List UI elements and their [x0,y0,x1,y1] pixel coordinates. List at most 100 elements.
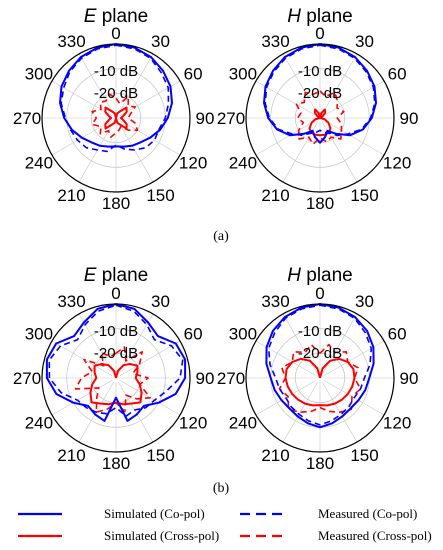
angle-tick-label: 300 [25,325,53,344]
grid-spoke [51,379,113,416]
series-measured-cross-pol [278,343,362,414]
angle-tick-label: 240 [229,154,257,173]
subfigure-label-b: (b) [213,481,230,496]
radial-tick-label: -10 dB [94,323,138,340]
outer-circle [245,303,395,453]
grid-spoke [119,340,181,377]
angle-tick-label: 150 [350,446,378,465]
angle-tick-label: 270 [13,109,41,128]
plot-title: E plane [84,265,148,286]
legend-label-sim-cross: Simulated (Cross-pol) [104,528,219,543]
series-measured-cross-pol [91,93,139,138]
angle-tick-label: 240 [25,154,53,173]
angle-tick-label: 150 [350,186,378,205]
grid-spoke [117,121,154,183]
plot-title-rest: plane [96,6,148,27]
series-measured-co-pol [60,44,170,153]
angle-tick-label: 30 [355,32,374,51]
series-measured-co-pol [48,304,184,417]
angle-tick-label: 60 [184,65,203,84]
angle-tick-label: 60 [388,325,407,344]
angle-tick-label: 0 [111,24,120,43]
plot-title-rest: plane [96,265,148,286]
angle-tick-label: 180 [306,454,334,473]
grid-spoke [117,381,154,443]
plot-title-rest: plane [301,6,353,27]
radial-tick-label: -20 dB [298,85,342,102]
angle-tick-label: 240 [25,414,53,433]
radial-tick-label: -20 dB [94,85,138,102]
angle-tick-label: 30 [355,292,374,311]
radial-tick-label: -20 dB [94,345,138,362]
series-simulated-cross-pol [308,108,332,137]
angle-tick-label: 120 [383,414,411,433]
plot-title-letter: E [84,265,97,286]
legend-label-meas-co: Measured (Co-pol) [318,506,417,521]
angle-tick-label: 60 [388,65,407,84]
angle-tick-label: 300 [25,65,53,84]
series-simulated-co-pol [265,303,375,429]
grid-spoke [51,340,113,377]
angle-tick-label: 180 [102,454,130,473]
series-simulated-co-pol [59,43,173,148]
series-simulated-cross-pol [104,106,128,130]
legend-label-sim-co: Simulated (Co-pol) [104,506,205,521]
angle-tick-label: 60 [184,325,203,344]
plot-title: E plane [84,6,148,27]
angle-tick-label: 90 [400,109,419,128]
angle-tick-label: 0 [315,284,324,303]
series-measured-co-pol [264,44,376,137]
grid-spoke [321,53,358,115]
angle-tick-label: 270 [13,369,41,388]
angle-tick-label: 330 [57,32,85,51]
grid-spoke [282,53,319,115]
subfigure-label-a: (a) [213,229,229,244]
plot-title-rest: plane [301,265,353,286]
angle-tick-label: 270 [217,369,245,388]
angle-tick-label: 330 [261,32,289,51]
angle-tick-label: 180 [306,194,334,213]
angle-tick-label: 330 [57,292,85,311]
plot-title-letter: E [84,6,97,27]
plot-title: H plane [287,6,353,27]
angle-tick-label: 330 [261,292,289,311]
series-simulated-co-pol [263,43,377,144]
legend: Simulated (Co-pol) Measured (Co-pol) Sim… [18,506,432,543]
angle-tick-label: 210 [57,446,85,465]
angle-tick-label: 300 [229,325,257,344]
angle-tick-label: 0 [315,24,324,43]
outer-circle [41,303,191,453]
angle-tick-label: 30 [151,32,170,51]
series-measured-cross-pol [74,346,151,414]
radial-tick-label: -10 dB [298,323,342,340]
angle-tick-label: 0 [111,284,120,303]
angle-tick-label: 210 [57,186,85,205]
angle-tick-label: 210 [261,186,289,205]
grid-spoke [255,119,317,156]
legend-label-meas-cross: Measured (Cross-pol) [318,528,432,543]
angle-tick-label: 120 [179,414,207,433]
angle-tick-label: 120 [383,154,411,173]
angle-tick-label: 150 [146,186,174,205]
angle-tick-label: 240 [229,414,257,433]
plot-title: H plane [287,265,353,286]
grid-spoke [323,119,385,156]
angle-tick-label: 90 [196,369,215,388]
angle-tick-label: 90 [196,109,215,128]
radial-tick-label: -10 dB [298,63,342,80]
grid-spoke [78,121,115,183]
grid-spoke [117,53,154,115]
grid-spoke [78,53,115,115]
angle-tick-label: 30 [151,292,170,311]
angle-tick-label: 90 [400,369,419,388]
angle-tick-label: 120 [179,154,207,173]
radial-tick-label: -20 dB [298,345,342,362]
plot-title-letter: H [287,265,301,286]
